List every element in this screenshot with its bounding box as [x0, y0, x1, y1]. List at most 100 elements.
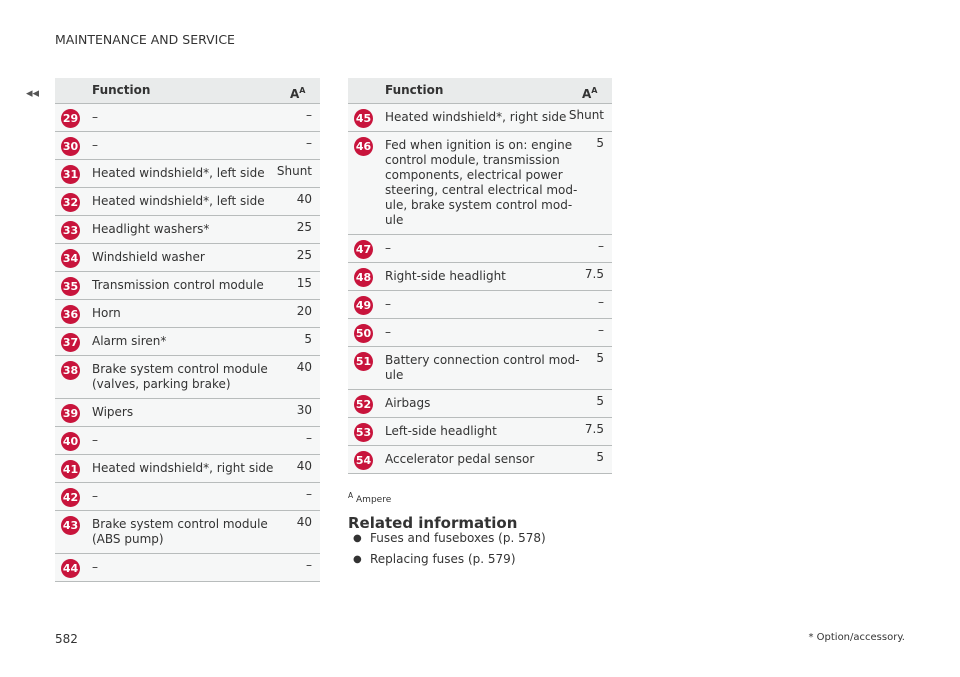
fuse-amperage: 15 [296, 276, 312, 290]
table-row [55, 483, 320, 511]
fuse-number: 48 [354, 268, 373, 287]
fuse-amperage: 20 [296, 304, 312, 318]
fuse-function: (valves, parking brake) [92, 377, 231, 391]
related-link[interactable]: Fuses and fuseboxes (p. 578) [370, 531, 546, 545]
fuse-amperage: 5 [596, 450, 604, 464]
fuse-number: 37 [61, 333, 80, 352]
fuse-amperage: 40 [296, 192, 312, 206]
table-row [348, 347, 612, 390]
table-row [55, 160, 320, 188]
fuse-amperage: 40 [296, 515, 312, 529]
fuse-number: 40 [61, 432, 80, 451]
related-link[interactable]: Replacing fuses (p. 579) [370, 552, 516, 566]
table-row [55, 132, 320, 160]
fuse-function: – [385, 297, 391, 311]
fuse-function: Windshield washer [92, 250, 205, 264]
fuse-number: 32 [61, 193, 80, 212]
fuse-function: ule [385, 213, 404, 227]
fuse-function: components, electrical power [385, 168, 563, 182]
footer-note: * Option/accessory. [808, 632, 905, 643]
fuse-function: – [92, 560, 98, 574]
fuse-number: 38 [61, 361, 80, 380]
table-row [55, 272, 320, 300]
fuse-amperage: 5 [596, 136, 604, 150]
table-row [348, 104, 612, 132]
footnote-mark: A [348, 491, 354, 500]
fuse-function: control module, transmission [385, 153, 560, 167]
fuse-function: Battery connection control mod- [385, 353, 580, 367]
fuse-amperage: – [306, 431, 312, 445]
fuse-number: 50 [354, 324, 373, 343]
fuse-amperage: – [598, 239, 604, 253]
fuse-function: – [92, 489, 98, 503]
fuse-number: 31 [61, 165, 80, 184]
fuse-function: ule, brake system control mod- [385, 198, 573, 212]
fuse-amperage: 40 [296, 360, 312, 374]
fuse-number: 34 [61, 249, 80, 268]
fuse-number: 36 [61, 305, 80, 324]
fuse-number: 44 [61, 559, 80, 578]
related-title: Related information [348, 514, 518, 532]
fuse-number: 46 [354, 137, 373, 156]
table-row [348, 291, 612, 319]
table-row [55, 328, 320, 356]
unit: A [290, 87, 300, 101]
table-header [55, 78, 320, 104]
fuse-function: – [92, 138, 98, 152]
header-function: Function [92, 83, 151, 97]
fuse-amperage: 5 [596, 351, 604, 365]
fuse-number: 43 [61, 516, 80, 535]
fuse-number: 39 [61, 404, 80, 423]
header-function: Function [385, 83, 444, 97]
fuse-amperage: 40 [296, 459, 312, 473]
bullet: ● [353, 533, 362, 544]
table-row [55, 511, 320, 554]
fuse-function: Airbags [385, 396, 431, 410]
table-row [348, 132, 612, 235]
fuse-number: 29 [61, 109, 80, 128]
fuse-amperage: – [306, 108, 312, 122]
table-row [55, 104, 320, 132]
fuse-amperage: 30 [296, 403, 312, 417]
unit-note: A [591, 86, 598, 95]
fuse-function: Horn [92, 306, 121, 320]
fuse-function: Alarm siren* [92, 334, 167, 348]
footnote-text: Ampere [356, 495, 392, 505]
header-unit: AA [582, 83, 598, 102]
table-row [55, 554, 320, 582]
fuse-number: 42 [61, 488, 80, 507]
table-row [55, 356, 320, 399]
table-row [55, 300, 320, 328]
fuse-function: – [92, 433, 98, 447]
fuse-function: Heated windshield*, left side [92, 194, 265, 208]
fuse-number: 54 [354, 451, 373, 470]
fuse-function: – [385, 325, 391, 339]
fuse-function: ule [385, 368, 404, 382]
fuse-amperage: Shunt [276, 164, 312, 178]
fuse-number: 35 [61, 277, 80, 296]
fuse-number: 51 [354, 352, 373, 371]
table-row [348, 263, 612, 291]
fuse-amperage: 5 [596, 394, 604, 408]
fuse-function: Headlight washers* [92, 222, 210, 236]
fuse-amperage: – [306, 487, 312, 501]
fuse-amperage: 7.5 [584, 422, 604, 436]
fuse-number: 53 [354, 423, 373, 442]
fuse-function: Heated windshield*, left side [92, 166, 265, 180]
table-row [55, 216, 320, 244]
nav-back[interactable]: ◂◂ [26, 86, 40, 101]
fuse-number: 30 [61, 137, 80, 156]
fuse-amperage: 25 [296, 248, 312, 262]
fuse-amperage: – [306, 558, 312, 572]
fuse-function: Brake system control module [92, 517, 268, 531]
header-unit: AA [290, 83, 306, 102]
table-row [55, 399, 320, 427]
fuse-function: (ABS pump) [92, 532, 164, 546]
fuse-function: Right-side headlight [385, 269, 506, 283]
table-row [348, 446, 612, 474]
fuse-number: 41 [61, 460, 80, 479]
fuse-function: Heated windshield*, right side [385, 110, 567, 124]
table-row [55, 188, 320, 216]
fuse-amperage: 25 [296, 220, 312, 234]
